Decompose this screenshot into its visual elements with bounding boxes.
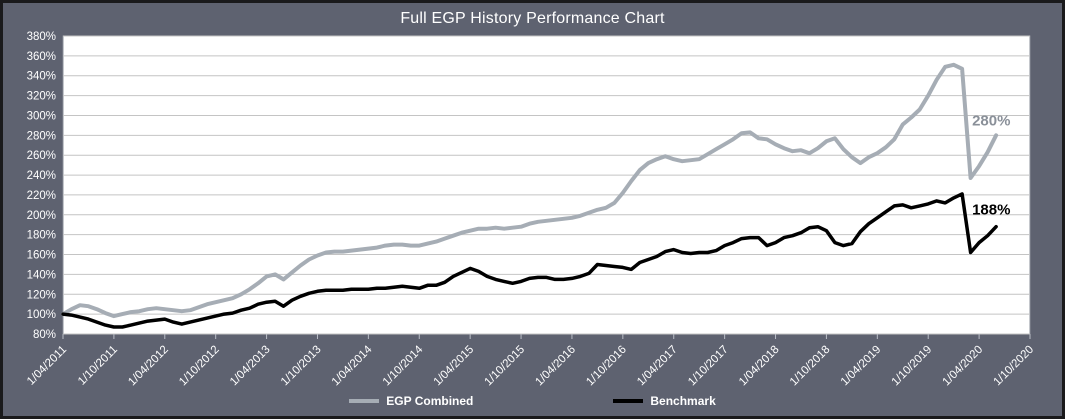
y-axis-tick-label: 340%	[27, 71, 56, 83]
x-axis-tick-label: 1/04/2011	[25, 344, 69, 388]
x-axis-tick-label: 1/04/2019	[839, 344, 884, 389]
x-axis-tick-label: 1/04/2012	[126, 344, 171, 389]
y-axis-tick-label: 80%	[33, 329, 56, 341]
x-axis-tick-label: 1/10/2016	[584, 344, 629, 389]
y-axis-tick-label: 300%	[27, 110, 56, 122]
x-axis-tick-label: 1/04/2018	[737, 344, 782, 389]
y-axis-tick-label: 280%	[27, 130, 56, 142]
y-axis-tick-label: 360%	[27, 51, 56, 63]
y-axis-tick-label: 380%	[27, 31, 56, 43]
x-axis-tick-label: 1/04/2020	[941, 344, 986, 389]
x-axis-tick-label: 1/10/2012	[177, 344, 222, 389]
egp-combined-line	[61, 62, 999, 319]
benchmark-line	[61, 192, 998, 329]
y-axis-tick-label: 100%	[27, 309, 56, 321]
x-axis-tick-label: 1/10/2020	[991, 344, 1036, 389]
egp-combined-end-value-label: 280%	[972, 112, 1010, 129]
y-axis-tick-label: 160%	[27, 250, 56, 262]
x-axis-tick-label: 1/10/2011	[76, 344, 120, 388]
chart-title: Full EGP History Performance Chart	[400, 10, 665, 27]
x-axis-tick-label: 1/10/2019	[890, 344, 935, 389]
chart-plot-area: 380% 360% 340% 320% 300% 280% 260% 240% 220% 200%…	[25, 31, 1036, 389]
y-axis-tick-label: 320%	[27, 91, 56, 103]
egp-combined-line-swatch	[349, 399, 380, 403]
x-axis-tick-label: 1/10/2015	[483, 344, 528, 389]
y-axis-tick-label: 220%	[27, 190, 56, 202]
legend-item-egp-combined: EGP Combined	[349, 394, 473, 408]
y-axis-tick-label: 120%	[27, 289, 56, 301]
plot-background	[62, 35, 1031, 335]
x-axis-tick-label: 1/10/2018	[788, 344, 833, 389]
y-axis-tick-label: 180%	[27, 230, 56, 242]
x-axis-tick-label: 1/10/2014	[381, 343, 426, 388]
x-axis-tick-label: 1/04/2013	[228, 344, 273, 389]
y-axis-tick-label: 260%	[27, 150, 56, 162]
y-axis-tick-label: 240%	[27, 170, 56, 182]
legend-label-egp-combined: EGP Combined	[386, 394, 474, 408]
x-axis-tick-label: 1/04/2015	[432, 344, 477, 389]
x-axis-tick-label: 1/04/2017	[635, 344, 680, 389]
benchmark-end-value-label: 188%	[972, 202, 1010, 219]
x-axis-tick-label: 1/10/2017	[686, 344, 731, 389]
y-axis-tick-label: 200%	[27, 210, 56, 222]
x-axis-tick-label: 1/04/2014	[330, 343, 375, 388]
y-axis-tick-label: 140%	[27, 269, 56, 281]
chart-legend: EGP Combined Benchmark	[3, 394, 1062, 408]
legend-label-benchmark: Benchmark	[650, 394, 716, 408]
benchmark-line-swatch	[613, 399, 644, 403]
legend-item-benchmark: Benchmark	[613, 394, 716, 408]
x-axis-tick-label: 1/04/2016	[533, 344, 578, 389]
x-axis-tick-label: 1/10/2013	[279, 344, 324, 389]
